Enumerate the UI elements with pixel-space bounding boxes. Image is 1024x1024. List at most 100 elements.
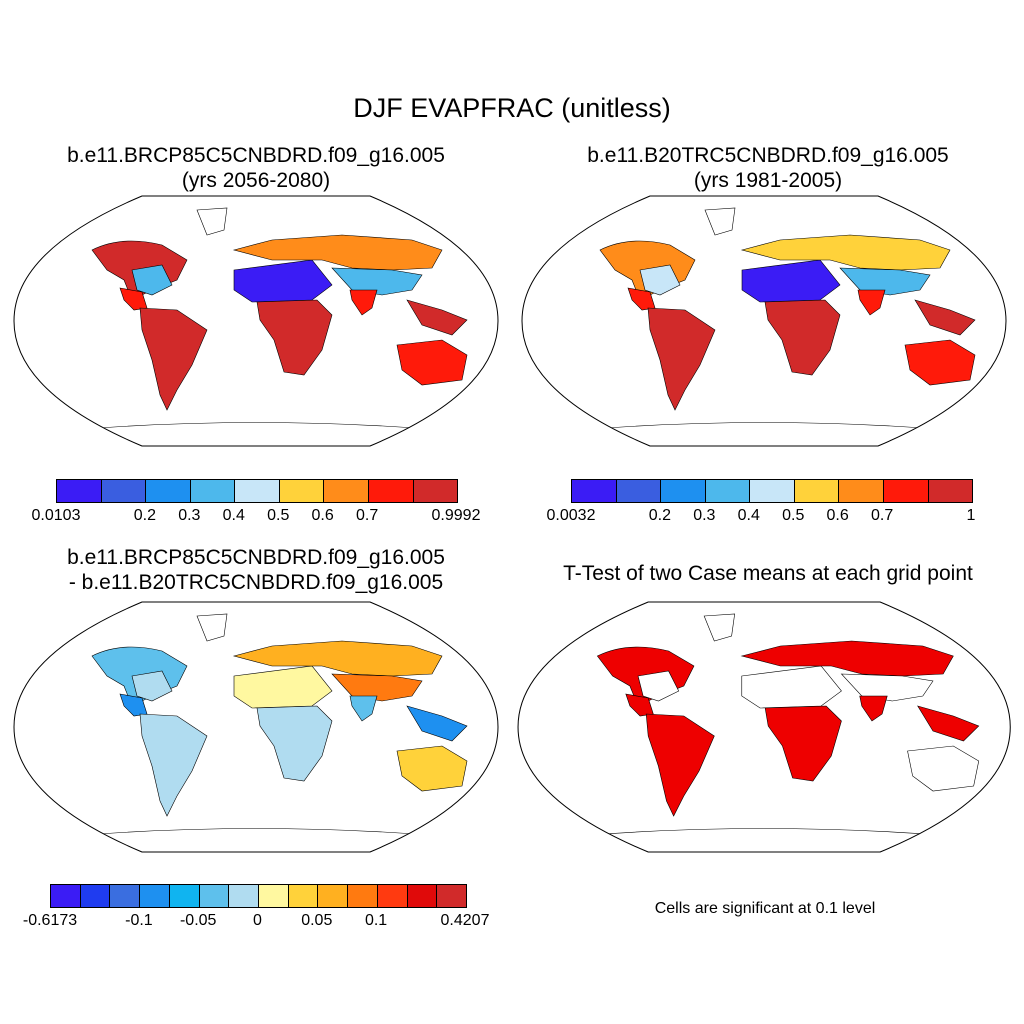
panel-3-colorbar-swatch [318,885,349,907]
map-region-samerica [139,307,208,411]
map-region-eurasia [232,234,443,271]
map-region-india [859,695,888,722]
map-region-africa [256,299,333,376]
panel-1-colorbar-tick-label: 0.4 [222,507,245,524]
panel-3-colorbar-swatch [407,885,438,907]
panel-1-colorbar-tick-label: 0.2 [133,507,156,524]
panel-3-colorbar-swatch [199,885,230,907]
panel-1-case-name: b.e11.BRCP85C5CNBDRD.f09_g16.005 [67,144,445,167]
panel-3-colorbar-tick-label: -0.6173 [22,912,78,929]
map-region-sahara [233,259,333,303]
panel-1-colorbar-swatch [324,480,369,502]
panel-1-title: b.e11.BRCP85C5CNBDRD.f09_g16.005 (yrs 20… [6,143,506,193]
map-region-samerica [647,307,716,411]
panel-3-colorbar-tick-label: 0.05 [301,912,333,929]
panel-3-case-name: b.e11.BRCP85C5CNBDRD.f09_g16.005 [67,546,445,569]
panel-3-colorbar-swatch [377,885,408,907]
panel-3-map [13,601,499,853]
panel-2-colorbar-ticks: 0.0032 0.2 0.3 0.4 0.5 0.6 0.7 1 [547,507,976,527]
panel-3-colorbar-tick-label: -0.1 [125,912,153,929]
map-region-eastus [637,670,680,702]
panel-1-colorbar-swatch [235,480,280,502]
map-region-africa [256,705,333,782]
map-region-eastus [639,264,681,296]
map-region-eurasia [232,640,443,677]
panel-1-colorbar-tick-label: 0.6 [311,507,334,524]
map-region-sahara [741,259,841,303]
panel-2-years: (yrs 1981-2005) [693,169,843,192]
map-region-austral [396,745,468,792]
panel-3-colorbar [50,884,467,908]
panel-3-colorbar-swatch [437,885,467,907]
panel-1-colorbar-tick-label: 0.7 [355,507,379,524]
map-region-austral [396,339,468,386]
panel-2-title: b.e11.B20TRC5CNBDRD.f09_g16.005 (yrs 198… [518,143,1018,193]
panel-3-colorbar-swatch [51,885,81,907]
panel-1-colorbar-swatch [190,480,236,502]
map-region-austral [904,339,976,386]
main-title: DJF EVAPFRAC (unitless) [353,93,671,123]
panel-2-colorbar [571,479,973,503]
panel-3-colorbar-tick-label: -0.05 [179,912,217,929]
panel-3-colorbar-swatch [110,885,141,907]
panel-3-colorbar-swatch [80,885,111,907]
map-region-india [349,289,378,316]
panel-3-colorbar-tick-label: 0.4207 [440,912,490,929]
map-frame [521,195,1007,447]
panel-3-colorbar-ticks: -0.6173 -0.1 -0.05 0 0.05 0.1 0.4207 [23,912,490,932]
significance-note: Cells are significant at 0.1 level [654,900,876,917]
map-region-eurasia [740,640,954,677]
panel-1-colorbar-tick-label: 0.0103 [31,507,81,524]
panel-1-colorbar-swatch [146,480,191,502]
panel-2-colorbar-swatch [572,480,617,502]
map-region-sahara [741,665,842,709]
panel-2-colorbar-swatch [883,480,929,502]
panel-1-colorbar [56,479,458,503]
panel-1-colorbar-tick-label: 0.3 [178,507,201,524]
panel-3-colorbar-swatch [169,885,200,907]
map-region-seasia [914,299,976,336]
panel-1-colorbar-tick-label: 0.9992 [431,507,481,524]
map-region-austral [907,745,980,792]
map-region-eurasia [740,234,951,271]
panel-4-title: T-Test of two Case means at each grid po… [563,562,973,585]
map-region-seasia [406,299,468,336]
panel-1-colorbar-swatch [368,480,414,502]
panel-4-map [517,601,1011,853]
panel-2-colorbar-tick-label: 0.2 [648,507,671,524]
panel-3-colorbar-swatch [140,885,170,907]
panel-2-colorbar-tick-label: 0.3 [693,507,716,524]
panel-2-map [521,195,1007,447]
panel-2-colorbar-swatch [661,480,706,502]
map-frame [13,195,499,447]
panel-2-colorbar-tick-label: 0.6 [826,507,849,524]
map-region-sahara [233,665,333,709]
map-region-samerica [139,713,208,817]
panel-1-colorbar-swatch [413,480,458,502]
panel-2-colorbar-tick-label: 1 [966,507,976,524]
map-region-eastus [131,264,173,296]
panel-3-title: b.e11.BRCP85C5CNBDRD.f09_g16.005 - b.e11… [6,545,506,595]
map-region-seasia [406,705,468,742]
panel-3-colorbar-tick-label: 0.1 [364,912,388,929]
panel-3-minus-case: - b.e11.B20TRC5CNBDRD.f09_g16.005 [68,571,444,594]
map-region-eastus [131,670,173,702]
panel-3-colorbar-swatch [229,885,260,907]
panel-2-colorbar-tick-label: 0.5 [782,507,805,524]
panel-2-colorbar-swatch [750,480,795,502]
map-frame [13,601,499,853]
panel-2-colorbar-tick-label: 0.0032 [546,507,596,524]
panel-3-colorbar-swatch [348,885,378,907]
panel-2-colorbar-tick-label: 0.7 [870,507,894,524]
panel-2-colorbar-swatch [839,480,884,502]
map-region-africa [764,705,842,782]
map-region-africa [764,299,841,376]
panel-1-colorbar-swatch [101,480,147,502]
panel-1-years: (yrs 2056-2080) [181,169,331,192]
panel-3-colorbar-swatch [288,885,319,907]
panel-2-colorbar-tick-label: 0.4 [737,507,760,524]
panel-2-colorbar-swatch [794,480,840,502]
map-frame [517,601,1011,853]
panel-2-case-name: b.e11.B20TRC5CNBDRD.f09_g16.005 [587,144,949,167]
panel-1-colorbar-swatch [57,480,102,502]
